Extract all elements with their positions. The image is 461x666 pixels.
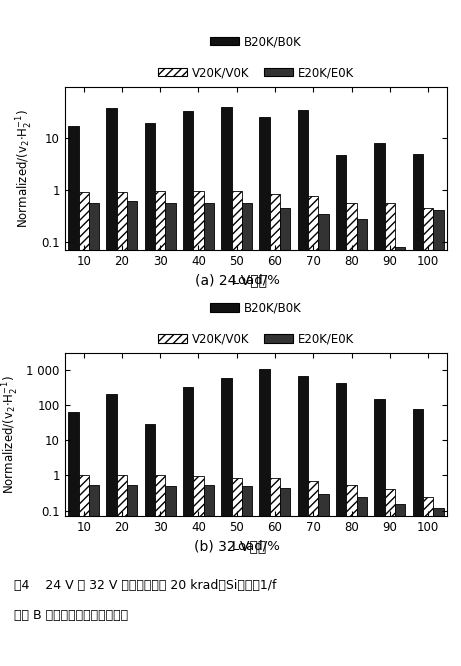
Bar [270,194,280,666]
Bar [433,508,443,666]
Bar [346,203,357,666]
Bar [384,490,395,666]
Bar [308,196,319,666]
Bar [127,485,137,666]
Bar [89,203,99,666]
Bar [357,497,367,666]
Bar [280,488,290,666]
Bar [260,117,270,666]
Text: 图4    24 V 和 32 V 输入下，辐照 20 krad（Si）后，1/f: 图4 24 V 和 32 V 输入下，辐照 20 krad（Si）后，1/f [14,579,276,593]
Bar [374,399,384,666]
X-axis label: Load/%: Load/% [231,273,280,286]
Text: 噪声 B 値与电参数的变化百分比: 噪声 B 値与电参数的变化百分比 [14,609,128,623]
Bar [89,485,99,666]
Bar [242,203,252,666]
Bar [183,111,193,666]
Bar [68,127,78,666]
Bar [231,478,242,666]
Bar [384,203,395,666]
Bar [165,203,176,666]
Bar [204,203,214,666]
Text: (b) 32 V负载: (b) 32 V负载 [195,539,266,553]
Bar [106,394,117,666]
Bar [183,387,193,666]
Bar [336,383,346,666]
Text: (a) 24 V负载: (a) 24 V负载 [195,273,266,287]
Bar [155,476,165,666]
Bar [433,210,443,666]
Bar [413,410,423,666]
Bar [270,478,280,666]
Bar [165,486,176,666]
Bar [308,481,319,666]
Bar [319,494,329,666]
Bar [357,218,367,666]
X-axis label: Load/%: Load/% [231,539,280,553]
Bar [193,191,204,666]
Bar [423,208,433,666]
Bar [145,424,155,666]
Bar [155,191,165,666]
Y-axis label: Normalized$/$(v$_2$$\cdot$H$_2^{-1}$): Normalized$/$(v$_2$$\cdot$H$_2^{-1}$) [15,109,35,228]
Bar [260,369,270,666]
Bar [127,202,137,666]
Bar [395,246,405,666]
Bar [78,192,89,666]
Bar [423,497,433,666]
Bar [204,485,214,666]
Bar [106,109,117,666]
Bar [280,208,290,666]
Bar [242,486,252,666]
Bar [221,378,231,666]
Y-axis label: Normalized$/$(v$_2$$\cdot$H$_2^{-1}$): Normalized$/$(v$_2$$\cdot$H$_2^{-1}$) [0,375,21,494]
Bar [221,107,231,666]
Legend: V20K/V0K, E20K/E0K: V20K/V0K, E20K/E0K [153,328,359,350]
Bar [145,123,155,666]
Bar [117,476,127,666]
Bar [395,504,405,666]
Legend: V20K/V0K, E20K/E0K: V20K/V0K, E20K/E0K [153,61,359,84]
Bar [346,485,357,666]
Bar [336,155,346,666]
Bar [231,191,242,666]
Bar [413,154,423,666]
Bar [78,476,89,666]
Bar [298,110,308,666]
Bar [193,476,204,666]
Bar [68,412,78,666]
Bar [117,192,127,666]
Bar [374,143,384,666]
Bar [319,214,329,666]
Bar [298,376,308,666]
